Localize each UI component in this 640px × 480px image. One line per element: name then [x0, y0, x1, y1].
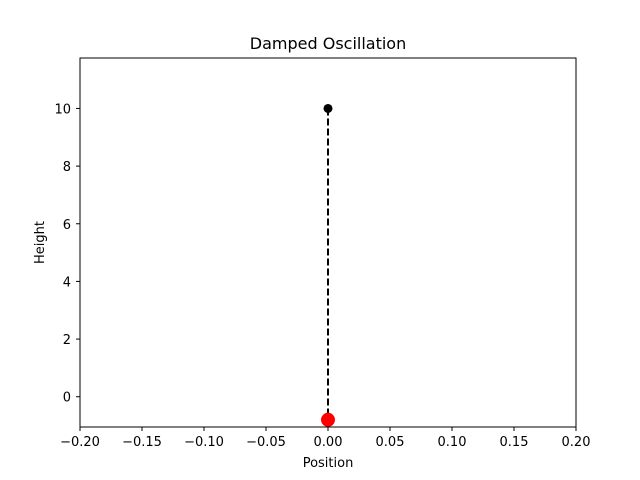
- y-tick-label: 4: [63, 275, 71, 290]
- x-tick-label: 0.00: [314, 435, 343, 450]
- x-axis: −0.20 −0.15 −0.10 −0.05 0.00 0.05 0.10 0.15 0.20: [60, 427, 590, 450]
- mass-point: [321, 412, 335, 427]
- chart-title: Damped Oscillation: [250, 34, 406, 53]
- y-tick-label: 6: [63, 218, 71, 233]
- x-tick-label: −0.10: [184, 435, 224, 450]
- x-tick-label: 0.15: [500, 435, 529, 450]
- data-marks: [321, 103, 335, 427]
- x-tick-label: −0.20: [60, 435, 100, 450]
- x-axis-label: Position: [303, 456, 354, 471]
- y-axis-label: Height: [33, 221, 48, 264]
- anchor-point: [323, 103, 333, 113]
- x-tick-label: 0.10: [438, 435, 467, 450]
- x-tick-label: 0.20: [562, 435, 591, 450]
- x-tick-label: 0.05: [376, 435, 405, 450]
- x-tick-label: −0.05: [246, 435, 286, 450]
- y-axis: 0 2 4 6 8 10: [54, 102, 80, 406]
- x-tick-label: −0.15: [122, 435, 162, 450]
- y-tick-label: 10: [54, 102, 71, 117]
- plot-area: [79, 57, 577, 428]
- y-tick-label: 0: [63, 391, 71, 406]
- y-tick-label: 8: [63, 160, 71, 175]
- y-tick-label: 2: [63, 333, 71, 348]
